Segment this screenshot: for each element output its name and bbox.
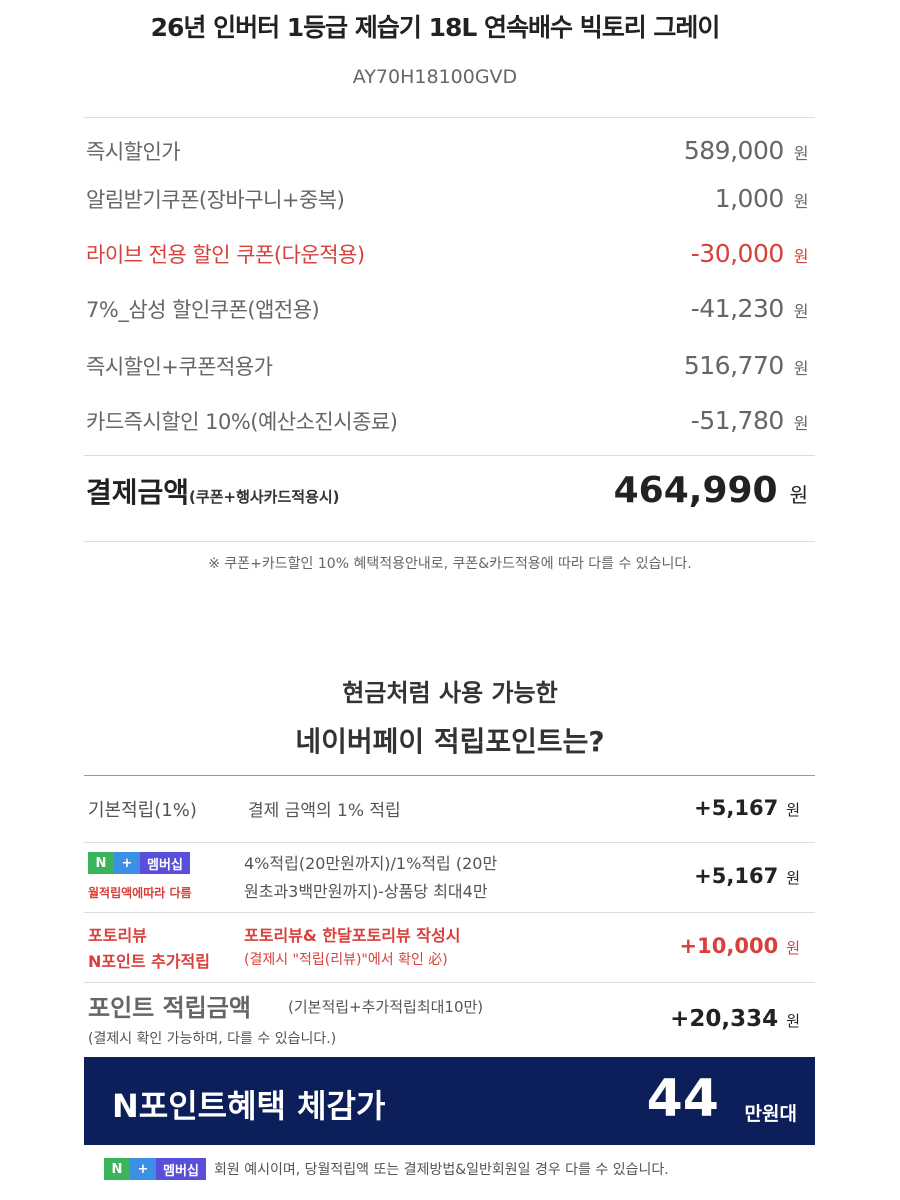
- divider: [84, 455, 815, 456]
- price-row: 7%_삼성 할인쿠폰(앱전용) -41,230 원: [86, 294, 809, 323]
- product-title: 26년 인버터 1등급 제습기 18L 연속배수 빅토리 그레이: [150, 13, 721, 42]
- benefit-price-banner: N포인트혜택 체감가 44 만원대: [84, 1057, 815, 1145]
- divider: [84, 842, 815, 843]
- naver-plus-membership-badge: N + 멤버십: [104, 1158, 206, 1180]
- points-total-row: 포인트 적립금액 (기본적립+추가적립최대10만) (결제시 확인 가능하며, …: [88, 994, 800, 1047]
- price-row: 카드즉시할인 10%(예산소진시종료) -51,780 원: [86, 406, 809, 435]
- price-row: 즉시할인+쿠폰적용가 516,770 원: [86, 351, 809, 380]
- payment-total: 결제금액(쿠폰+행사카드적용시) 464,990 원: [86, 470, 808, 511]
- notice: ※ 쿠폰+카드할인 10% 혜택적용안내로, 쿠폰&카드적용에 따라 다를 수 …: [208, 556, 692, 572]
- points-heading-1: 현금처럼 사용 가능한: [342, 679, 558, 707]
- footnote: N + 멤버십 회원 예시이며, 당월적립액 또는 결제방법&일반회원일 경우 다를…: [104, 1158, 669, 1180]
- divider: [84, 775, 815, 776]
- divider: [84, 982, 815, 983]
- divider: [84, 117, 815, 118]
- review-points-row: 포토리뷰 N포인트 추가적립 포토리뷰& 한달포토리뷰 작성시 (결제시 "적립…: [88, 926, 800, 971]
- divider: [84, 541, 815, 542]
- model-number: AY70H18100GVD: [352, 66, 518, 88]
- points-heading-2: 네이버페이 적립포인트는?: [295, 725, 605, 758]
- price-row: 알림받기쿠폰(장바구니+중복) 1,000 원: [86, 184, 809, 213]
- divider: [84, 912, 815, 913]
- price-row-live-coupon: 라이브 전용 할인 쿠폰(다운적용) -30,000 원: [86, 239, 809, 268]
- basic-points-row: 기본적립(1%) 결제 금액의 1% 적립 +5,167 원: [88, 796, 800, 821]
- price-row: 즉시할인가 589,000 원: [86, 136, 809, 165]
- membership-points-row: N + 멤버십 월적립액에따라 다름 4%적립(20만원까지)/1%적립 (20만 …: [88, 852, 800, 901]
- naver-plus-membership-badge: N + 멤버십: [88, 852, 190, 874]
